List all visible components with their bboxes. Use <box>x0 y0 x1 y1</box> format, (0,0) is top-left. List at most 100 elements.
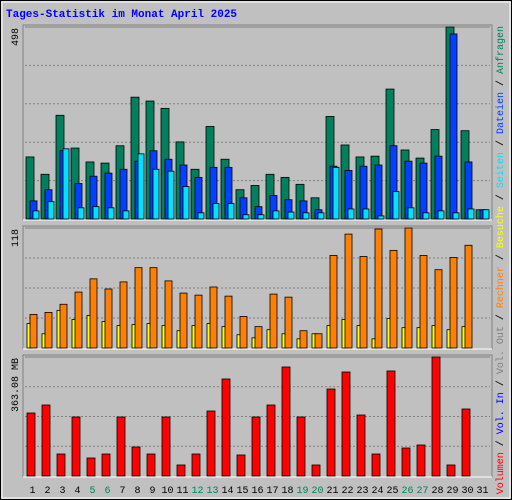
bar <box>341 371 351 477</box>
bar <box>209 286 218 349</box>
x-tick-label: 17 <box>266 486 278 497</box>
x-tick-label: 25 <box>386 486 398 497</box>
bar <box>62 148 70 220</box>
bar <box>227 203 235 220</box>
bar <box>176 464 186 477</box>
bar <box>137 153 145 220</box>
bar <box>146 453 156 477</box>
bar <box>134 267 143 349</box>
bar <box>107 207 115 220</box>
bar <box>197 212 205 220</box>
bar <box>449 33 458 220</box>
x-tick-label: 18 <box>281 486 293 497</box>
bar <box>77 207 85 220</box>
bar <box>422 212 430 220</box>
bar <box>74 291 83 349</box>
bar <box>299 330 308 349</box>
y-tick-label: 363.08 MB <box>11 358 22 412</box>
bar <box>101 453 111 477</box>
bar <box>224 295 233 349</box>
bar <box>236 454 246 477</box>
bar <box>437 210 445 220</box>
bar <box>41 404 51 477</box>
x-tick-label: 8 <box>134 486 140 497</box>
legend-entry: Vol. Out <box>495 326 507 374</box>
legend-entry: Besuche <box>495 206 507 248</box>
bar <box>401 447 411 477</box>
legend-separator: / <box>495 188 507 206</box>
legend: Volumen / Vol. In / Vol. Out / Rechner /… <box>495 26 507 494</box>
bar <box>221 378 231 477</box>
legend-separator: / <box>495 308 507 326</box>
x-tick-label: 24 <box>371 486 383 497</box>
bar <box>287 211 295 220</box>
x-tick-label: 29 <box>446 486 458 497</box>
bar <box>92 206 100 220</box>
bar <box>374 164 383 220</box>
bar <box>116 416 126 477</box>
legend-separator: / <box>495 248 507 266</box>
bar <box>419 162 428 220</box>
bar <box>356 414 366 477</box>
bar <box>452 212 460 220</box>
x-tick-label: 2 <box>44 486 50 497</box>
y-tick-label: 118 <box>11 229 22 247</box>
bar <box>416 444 426 477</box>
bar <box>89 278 98 349</box>
x-tick-label: 4 <box>74 486 80 497</box>
bar <box>314 333 323 349</box>
bar <box>269 293 278 349</box>
bar <box>374 228 383 349</box>
x-tick-label: 26 <box>401 486 413 497</box>
x-tick-label: 20 <box>311 486 323 497</box>
bar <box>149 267 158 349</box>
bar <box>131 446 141 477</box>
bar <box>59 303 68 349</box>
x-tick-label: 6 <box>104 486 110 497</box>
x-tick-label: 3 <box>59 486 65 497</box>
bar <box>449 257 458 349</box>
bar <box>56 453 66 477</box>
x-tick-label: 30 <box>461 486 473 497</box>
bar <box>446 464 456 477</box>
bar <box>296 416 306 477</box>
bar <box>329 255 338 349</box>
bar <box>104 288 113 349</box>
legend-entry: Seiten <box>495 152 507 188</box>
bar <box>44 312 53 349</box>
bar <box>29 314 38 349</box>
bar <box>164 280 173 349</box>
legend-separator: / <box>495 134 507 152</box>
bar <box>389 249 398 349</box>
bar <box>86 457 96 477</box>
bar <box>242 214 250 220</box>
legend-entry: Rechner <box>495 266 507 308</box>
bar <box>161 416 171 477</box>
legend-separator: / <box>495 434 507 452</box>
bar <box>122 210 130 220</box>
x-tick-label: 10 <box>161 486 173 497</box>
x-tick-label: 23 <box>356 486 368 497</box>
x-tick-label: 19 <box>296 486 308 497</box>
bar <box>254 326 263 349</box>
legend-separator: / <box>495 374 507 392</box>
x-tick-label: 9 <box>149 486 155 497</box>
x-tick-label: 7 <box>119 486 125 497</box>
bar <box>251 416 261 477</box>
bar <box>239 316 248 349</box>
legend-entry: Vol. In <box>495 392 507 434</box>
bar <box>179 292 188 349</box>
x-tick-label: 31 <box>476 486 488 497</box>
bar <box>326 388 336 477</box>
bar <box>461 408 471 477</box>
y-tick-label: 498 <box>11 28 22 46</box>
bar <box>362 208 370 220</box>
bar <box>47 201 55 220</box>
x-tick-label: 11 <box>176 486 188 497</box>
bar <box>347 208 355 220</box>
bar <box>272 210 280 220</box>
bar <box>191 453 201 477</box>
